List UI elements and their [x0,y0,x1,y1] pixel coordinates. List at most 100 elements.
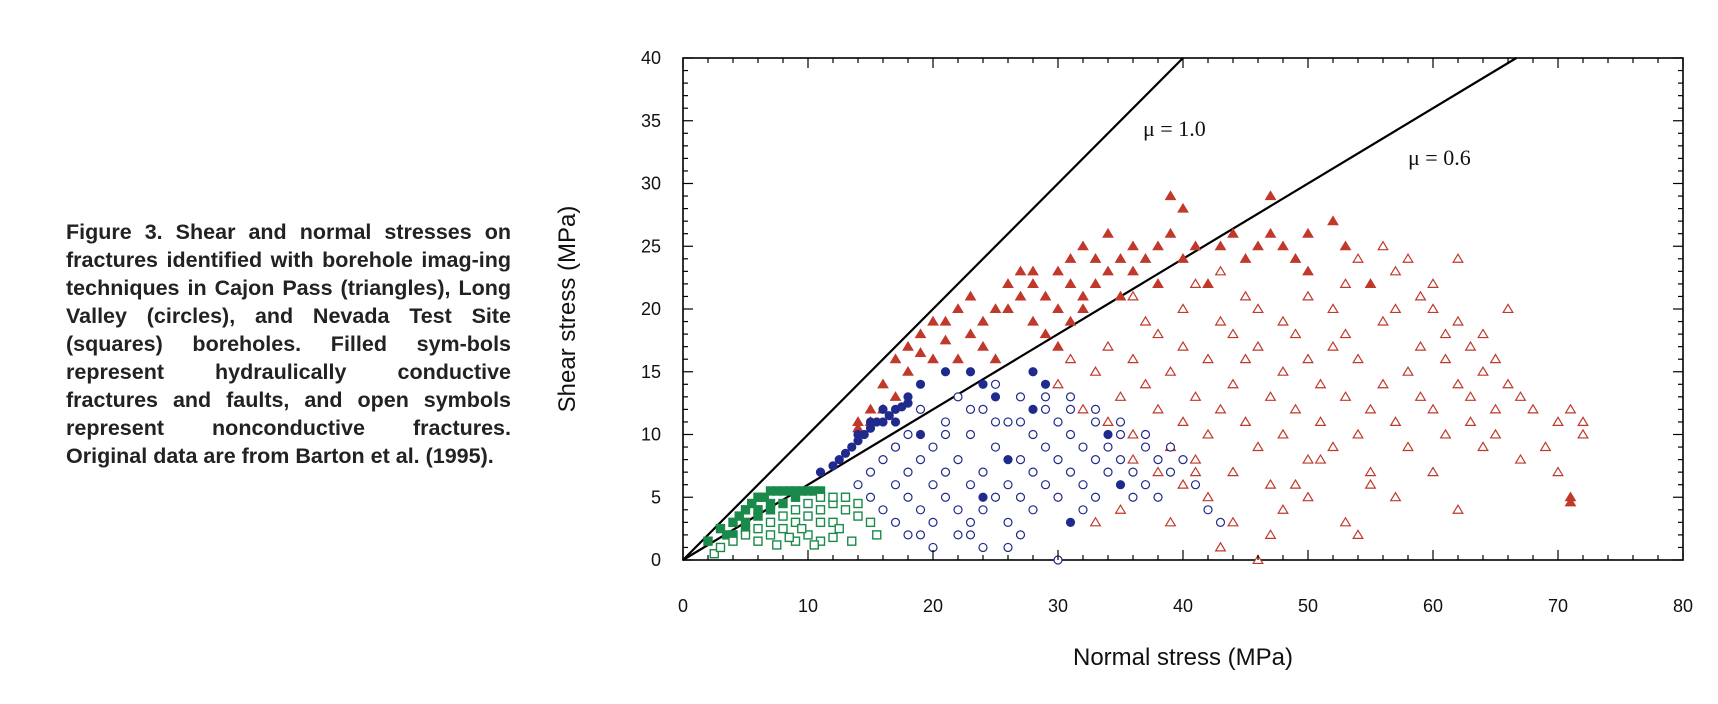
circle-point [1028,429,1038,440]
circle-point [1140,442,1151,452]
triangle-point [1327,340,1339,351]
triangle-point [1202,491,1214,502]
triangle-point [1077,240,1089,251]
triangle-point [1164,365,1177,376]
triangle-point [1064,253,1077,263]
circle-point [915,429,926,440]
circle-point [1115,480,1126,490]
circle-point [1128,467,1138,477]
square-point [815,505,826,515]
triangle-point [964,290,977,301]
triangle-point [1552,416,1564,426]
triangle-point [902,340,914,351]
square-point [847,536,857,546]
triangle-point [1127,428,1139,439]
square-point [753,511,763,521]
circle-point [990,442,1001,452]
triangle-point [1027,315,1039,326]
square-point [828,492,838,502]
square-point [772,540,782,550]
triangle-point [1464,416,1477,426]
triangle-point [1189,240,1202,251]
circle-point [878,455,888,465]
triangle-point [1014,265,1027,276]
y-tick-label: 0 [651,550,661,570]
triangle-point [1452,378,1464,389]
triangle-point [1339,328,1352,339]
triangle-point [902,365,914,376]
circle-point [915,530,926,540]
triangle-point [1552,466,1564,477]
circle-point [953,505,963,515]
triangle-point [1227,328,1239,339]
circle-point [815,467,826,477]
x-tick-label: 50 [1298,596,1318,616]
circle-point [903,530,913,540]
x-tick-label: 60 [1423,596,1443,616]
triangle-point [1214,315,1227,326]
circle-point [1003,455,1013,465]
triangle-point [1352,428,1364,439]
triangle-point [1352,353,1364,364]
circle-point [890,480,901,490]
triangle-point [1139,315,1152,326]
circle-point [1003,417,1013,427]
circle-point [890,442,901,452]
circle-point [884,411,894,421]
y-tick-label: 20 [641,299,661,319]
triangle-point [1152,278,1164,288]
circle-point [928,442,938,452]
triangle-point [1127,265,1139,276]
circle-point [1090,404,1101,414]
triangle-point [964,328,977,339]
circle-point [878,417,888,427]
triangle-point [1039,290,1052,301]
circle-point [1003,517,1013,527]
triangle-point [1327,303,1339,314]
triangle-point [1364,466,1377,477]
circle-point [1040,442,1051,452]
triangle-point [1327,441,1339,452]
circle-point [1028,404,1038,414]
circle-point [953,392,963,402]
circle-point [940,429,951,440]
circle-point [903,492,913,502]
circle-point [965,404,976,414]
triangle-point [1102,265,1114,276]
circle-point [1103,429,1113,440]
triangle-point [1314,416,1327,426]
square-point [815,517,826,528]
triangle-point [1414,391,1427,401]
circle-point [903,467,913,477]
triangle-point [1052,265,1064,276]
circle-point [1065,392,1076,402]
triangle-point [1277,365,1289,376]
square-point [865,517,876,528]
triangle-point [1102,227,1114,238]
circle-point [965,367,976,377]
circle-point [1028,505,1038,515]
triangle-point [1002,278,1014,288]
triangle-point [1439,428,1452,439]
triangle-point [1452,504,1464,514]
triangle-point [1177,478,1189,489]
circle-point [1165,442,1176,452]
circle-point [1078,442,1088,452]
circle-point [1115,417,1126,427]
triangle-point [1152,403,1164,414]
circle-point [1103,467,1113,477]
triangle-point [1264,478,1277,489]
x-tick-label: 20 [923,596,943,616]
triangle-point [1064,278,1077,288]
triangle-point [1364,278,1377,288]
triangle-point [1427,278,1439,288]
circle-point [990,392,1001,402]
square-point [790,492,801,502]
triangle-point [1277,504,1289,514]
y-tick-label: 30 [641,174,661,194]
x-tick-label: 30 [1048,596,1068,616]
triangle-point [1127,453,1139,464]
square-point [872,530,882,540]
triangle-point [1427,303,1439,314]
circle-point [1078,480,1088,490]
